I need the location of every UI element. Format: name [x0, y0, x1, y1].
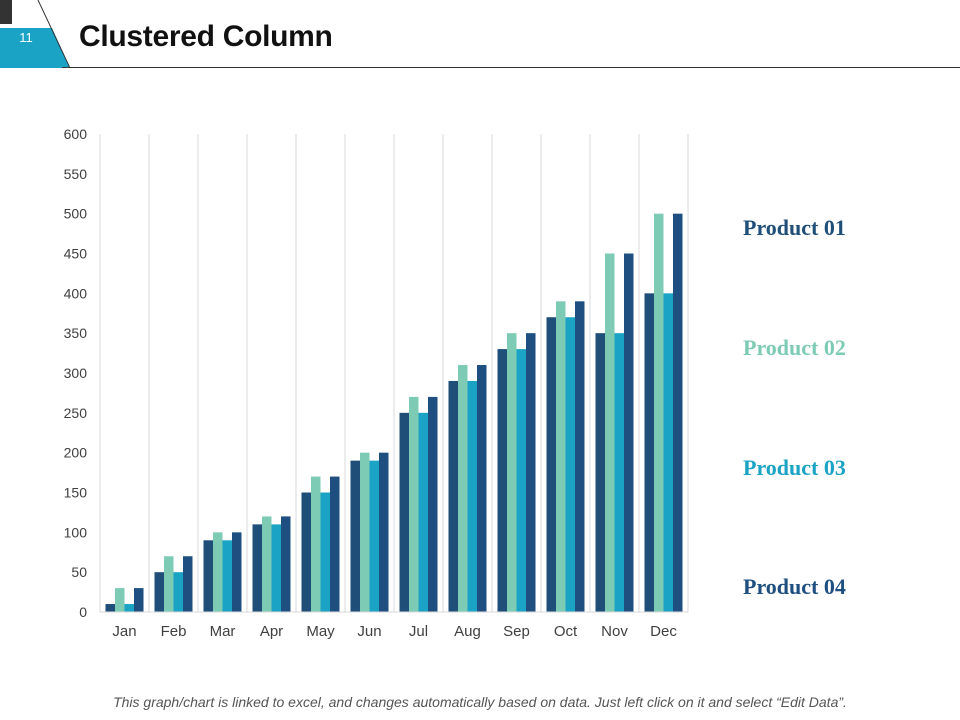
bar-product-04 — [526, 333, 536, 612]
bar-product-02 — [164, 556, 174, 612]
bar-product-02 — [409, 396, 419, 612]
bar-product-04 — [330, 476, 340, 612]
bar-product-01 — [203, 540, 213, 612]
bar-product-02 — [262, 516, 272, 612]
bar-product-01 — [252, 524, 262, 612]
bar-product-02 — [115, 588, 125, 612]
x-tick-label: Nov — [601, 623, 628, 640]
bar-product-02 — [654, 213, 664, 612]
y-tick-label: 600 — [64, 126, 88, 142]
x-tick-label: Jul — [409, 623, 428, 640]
bar-product-03 — [516, 349, 526, 612]
bar-product-04 — [673, 213, 683, 612]
bar-product-01 — [154, 572, 164, 612]
title-divider — [62, 67, 960, 68]
slide-number: 11 — [19, 30, 33, 45]
bar-product-01 — [350, 460, 360, 612]
x-tick-label: Dec — [650, 623, 677, 640]
bar-product-03 — [124, 604, 134, 612]
bar-product-02 — [311, 476, 321, 612]
bar-product-03 — [271, 524, 281, 612]
bar-product-01 — [448, 380, 458, 612]
y-tick-label: 100 — [64, 524, 88, 540]
bar-product-03 — [320, 492, 330, 612]
clustered-column-chart: 0 50 100 150 200 250 300 350 400 450 500 550 600 Jan F… — [64, 126, 689, 640]
bar-product-01 — [497, 349, 507, 612]
y-tick-label: 300 — [64, 365, 88, 381]
bar-product-04 — [477, 365, 487, 612]
legend-product-04: Product 04 — [743, 574, 846, 599]
y-tick-label: 500 — [64, 206, 88, 222]
x-tick-label: Feb — [161, 623, 187, 640]
legend-product-02: Product 02 — [743, 335, 846, 360]
bar-product-04 — [232, 532, 242, 612]
bar-product-03 — [418, 412, 428, 612]
x-tick-label: Jun — [357, 623, 381, 640]
bar-product-01 — [644, 293, 654, 612]
y-tick-label: 200 — [64, 445, 88, 461]
bar-product-02 — [605, 253, 615, 612]
bar-product-02 — [507, 333, 517, 612]
bar-product-01 — [399, 412, 409, 612]
bar-product-01 — [595, 333, 605, 612]
bar-product-02 — [213, 532, 223, 612]
bar-product-02 — [458, 365, 468, 612]
bar-product-03 — [222, 540, 232, 612]
slide-number-badge — [0, 0, 70, 68]
y-tick-label: 0 — [79, 604, 87, 620]
bar-product-04 — [428, 396, 438, 612]
bar-product-01 — [301, 492, 311, 612]
x-tick-label: Aug — [454, 623, 481, 640]
x-tick-label: Sep — [503, 623, 530, 640]
top-accent-bar — [0, 0, 12, 24]
y-tick-label: 400 — [64, 285, 88, 301]
bar-product-03 — [467, 380, 477, 612]
x-tick-label: Jan — [112, 623, 136, 640]
y-tick-label: 150 — [64, 485, 88, 501]
bar-product-02 — [360, 452, 370, 612]
bar-product-03 — [663, 293, 673, 612]
bar-product-01 — [546, 317, 556, 612]
y-tick-label: 450 — [64, 246, 88, 262]
bar-product-04 — [281, 516, 291, 612]
bar-product-04 — [624, 253, 634, 612]
bar-product-03 — [173, 572, 183, 612]
bar-product-01 — [105, 604, 115, 612]
legend-product-03: Product 03 — [743, 455, 846, 480]
bar-product-04 — [575, 301, 585, 612]
footer-note: This graph/chart is linked to excel, and… — [113, 694, 847, 710]
legend-product-01: Product 01 — [743, 215, 846, 240]
x-tick-label: Oct — [554, 623, 578, 640]
bar-product-03 — [565, 317, 575, 612]
bar-product-02 — [556, 301, 566, 612]
y-tick-label: 350 — [64, 325, 88, 341]
bar-product-04 — [183, 556, 193, 612]
x-tick-label: Apr — [260, 623, 283, 640]
x-tick-label: May — [306, 623, 335, 640]
x-tick-label: Mar — [210, 623, 236, 640]
y-tick-label: 250 — [64, 405, 88, 421]
page-title: Clustered Column — [79, 20, 333, 53]
bar-product-04 — [134, 588, 144, 612]
bar-product-03 — [614, 333, 624, 612]
bar-product-04 — [379, 452, 389, 612]
bar-product-03 — [369, 460, 379, 612]
y-tick-label: 50 — [71, 564, 87, 580]
y-tick-label: 550 — [64, 166, 88, 182]
